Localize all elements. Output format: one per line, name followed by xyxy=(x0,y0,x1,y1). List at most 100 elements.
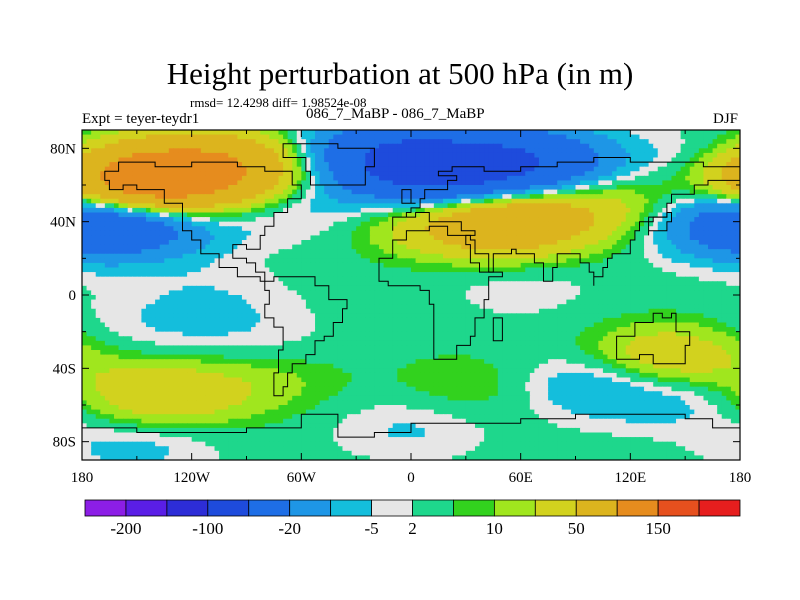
field-cell xyxy=(315,152,321,159)
field-cell xyxy=(342,249,348,255)
field-cell xyxy=(575,207,581,214)
field-cell xyxy=(113,226,120,232)
field-cell xyxy=(319,226,325,232)
field-cell xyxy=(717,244,723,250)
field-cell xyxy=(264,272,270,278)
field-cell xyxy=(296,240,302,246)
field-cell xyxy=(602,226,609,232)
field-cell xyxy=(593,258,599,264)
field-cell xyxy=(145,198,152,204)
field-cell xyxy=(159,249,165,255)
field-cell xyxy=(662,148,668,154)
field-cell xyxy=(438,221,444,227)
field-cell xyxy=(593,194,599,200)
field-cell xyxy=(657,194,663,200)
field-cell xyxy=(200,157,206,163)
field-cell xyxy=(598,249,604,255)
field-cell xyxy=(191,221,197,227)
field-cell xyxy=(91,152,97,159)
field-cell xyxy=(648,171,654,177)
field-cell xyxy=(726,203,732,209)
field-cell xyxy=(634,281,641,287)
field-cell xyxy=(721,189,727,195)
field-cell xyxy=(708,152,714,159)
field-cell xyxy=(685,235,691,241)
field-cell xyxy=(520,258,526,264)
field-cell xyxy=(173,240,179,246)
field-cell xyxy=(470,272,476,278)
field-cell xyxy=(447,258,453,264)
field-cell xyxy=(465,253,471,259)
field-cell xyxy=(721,281,727,287)
field-cell xyxy=(91,148,97,154)
field-cell xyxy=(680,276,686,282)
field-cell xyxy=(333,175,339,182)
field-cell xyxy=(488,212,494,218)
field-cell xyxy=(429,262,435,269)
field-cell xyxy=(168,281,174,287)
field-cell xyxy=(456,189,462,195)
field-cell xyxy=(159,130,165,136)
field-cell xyxy=(685,203,691,209)
field-cell xyxy=(228,212,234,218)
field-cell xyxy=(653,253,659,259)
field-cell xyxy=(433,230,440,237)
field-cell xyxy=(141,267,147,273)
field-cell xyxy=(383,212,389,218)
field-cell xyxy=(150,272,156,278)
field-cell xyxy=(552,207,558,214)
field-cell xyxy=(292,194,298,200)
field-cell xyxy=(392,258,398,264)
field-cell xyxy=(511,198,517,204)
field-cell xyxy=(177,143,184,149)
field-cell xyxy=(104,258,111,264)
field-cell xyxy=(200,249,206,255)
field-cell xyxy=(557,217,563,223)
field-cell xyxy=(287,285,293,292)
field-cell xyxy=(388,166,394,172)
field-cell xyxy=(296,262,302,269)
field-cell xyxy=(132,134,138,140)
field-cell xyxy=(82,230,88,237)
field-cell xyxy=(342,157,348,163)
field-cell xyxy=(319,258,325,264)
field-cell xyxy=(461,130,467,136)
field-cell xyxy=(548,258,554,264)
field-cell xyxy=(584,230,590,237)
field-cell xyxy=(164,171,170,177)
field-cell xyxy=(415,212,421,218)
field-cell xyxy=(630,244,636,250)
field-cell xyxy=(136,272,142,278)
field-cell xyxy=(219,203,225,209)
field-cell xyxy=(292,226,298,232)
field-cell xyxy=(164,194,170,200)
field-cell xyxy=(360,221,366,227)
field-cell xyxy=(493,230,499,237)
field-cell xyxy=(159,207,165,214)
field-cell xyxy=(360,203,366,209)
field-cell xyxy=(420,162,426,168)
field-cell xyxy=(644,230,650,237)
field-cell xyxy=(86,166,92,172)
field-cell xyxy=(219,249,225,255)
field-cell xyxy=(735,130,740,136)
field-cell xyxy=(566,281,572,287)
field-cell xyxy=(333,143,339,149)
field-cell xyxy=(232,267,238,273)
field-cell xyxy=(260,262,266,269)
field-cell xyxy=(246,217,252,223)
field-cell xyxy=(648,267,654,273)
field-cell xyxy=(205,203,211,209)
field-cell xyxy=(726,171,732,177)
field-cell xyxy=(557,134,563,140)
field-cell xyxy=(534,221,540,227)
field-cell xyxy=(543,139,549,145)
field-cell xyxy=(502,267,508,273)
field-cell xyxy=(296,162,302,168)
field-cell xyxy=(228,235,234,241)
field-cell xyxy=(616,152,622,159)
field-cell xyxy=(397,221,403,227)
field-cell xyxy=(529,249,535,255)
field-cell xyxy=(296,221,302,227)
field-cell xyxy=(570,185,577,191)
